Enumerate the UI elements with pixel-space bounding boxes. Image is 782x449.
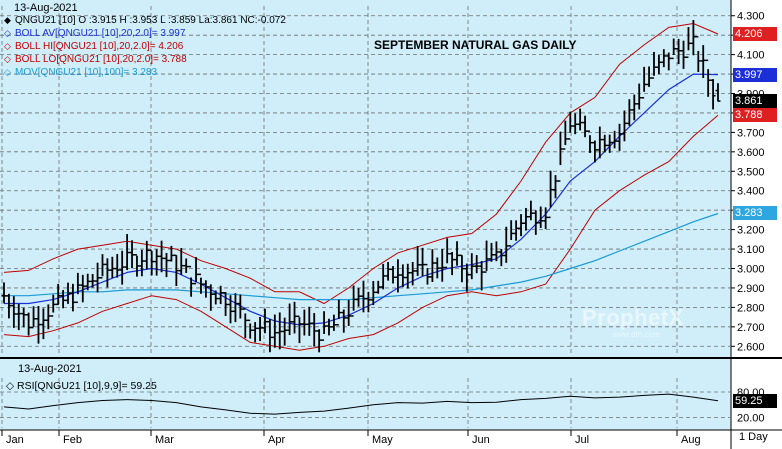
price-bars [1, 20, 721, 353]
watermark-url: www.dtn.com [612, 330, 660, 339]
legend-row[interactable]: ◆ QNGU21 [10] O :3.915 H :3.953 L :3.859 … [4, 14, 286, 27]
chart-title: SEPTEMBER NATURAL GAS DAILY [374, 38, 577, 52]
month-label: Feb [63, 434, 82, 446]
price-tick-label: 2.700 [737, 322, 765, 334]
rsi-legend: ◇ RSI[QNGU21 [10],9,9]= 59.25 [6, 380, 157, 392]
price-tick-label: 3.600 [737, 147, 765, 159]
diamond-icon: ◇ [4, 28, 11, 38]
time-axis-background [0, 430, 782, 449]
month-label: Jun [472, 434, 490, 446]
price-tick-label: 2.600 [737, 341, 765, 353]
price-tick-label: 2.800 [737, 302, 765, 314]
legend-row[interactable]: ◇ BOLL LO[QNGU21 [10],20,2.0]= 3.788 [4, 53, 286, 66]
chart-legend: ◆ QNGU21 [10] O :3.915 H :3.953 L :3.859 … [4, 14, 286, 79]
price-badge: 3.861 [733, 94, 777, 109]
price-badge: 3.283 [733, 206, 777, 221]
price-tick-label: 3.000 [737, 264, 765, 276]
rsi-date: 13-Aug-2021 [18, 363, 82, 375]
rsi-legend-text: RSI[QNGU21 [10],9,9]= 59.25 [17, 380, 157, 392]
mov-line [4, 212, 719, 301]
legend-row[interactable]: ◇ BOLL AV[QNGU21 [10],20,2.0]= 3.997 [4, 27, 286, 40]
legend-row[interactable]: ◇ MOV[QNGU21 [10],100]= 3.283 [4, 66, 286, 79]
diamond-icon: ◆ [4, 15, 11, 25]
rsi-badge: 59.25 [733, 393, 777, 408]
price-tick-label: 4.300 [737, 11, 765, 23]
month-label: May [372, 434, 393, 446]
month-label: Mar [155, 434, 174, 446]
price-badge: 3.997 [733, 67, 777, 82]
price-tick-label: 2.900 [737, 283, 765, 295]
month-label: Aug [681, 434, 701, 446]
chart-date: 13-Aug-2021 [14, 2, 78, 14]
legend-text: BOLL AV[QNGU21 [10],20,2.0]= 3.997 [15, 28, 186, 39]
timeframe-selector[interactable]: 1 Day [739, 431, 768, 443]
month-label: Apr [268, 434, 285, 446]
legend-row[interactable]: ◇ BOLL HI[QNGU21 [10],20,2.0]= 4.206 [4, 40, 286, 53]
rsi-tick-label: 20.00 [737, 413, 765, 425]
price-badge: 4.206 [733, 27, 777, 41]
price-badge: 3.788 [733, 108, 777, 123]
price-tick-label: 3.100 [737, 244, 765, 256]
diamond-icon: ◇ [6, 380, 17, 392]
month-label: Jul [575, 434, 589, 446]
month-label: Jan [6, 434, 24, 446]
diamond-icon: ◇ [4, 67, 11, 77]
price-tick-label: 3.200 [737, 225, 765, 237]
price-tick-label: 3.500 [737, 166, 765, 178]
price-tick-label: 4.100 [737, 50, 765, 62]
legend-text: BOLL HI[QNGU21 [10],20,2.0]= 4.206 [15, 41, 184, 52]
boll-hi-line [3, 22, 719, 305]
legend-text: MOV[QNGU21 [10],100]= 3.283 [15, 67, 158, 78]
diamond-icon: ◇ [4, 41, 11, 51]
price-tick-label: 3.400 [737, 186, 765, 198]
rsi-line [3, 393, 719, 415]
boll-lo-line [3, 114, 719, 351]
legend-text: QNGU21 [10] O :3.915 H :3.953 L :3.859 L… [15, 15, 286, 26]
diamond-icon: ◇ [4, 54, 11, 64]
watermark-logo: ProphetX [582, 305, 684, 330]
legend-text: BOLL LO[QNGU21 [10],20,2.0]= 3.788 [15, 54, 187, 65]
price-tick-label: 3.700 [737, 127, 765, 139]
